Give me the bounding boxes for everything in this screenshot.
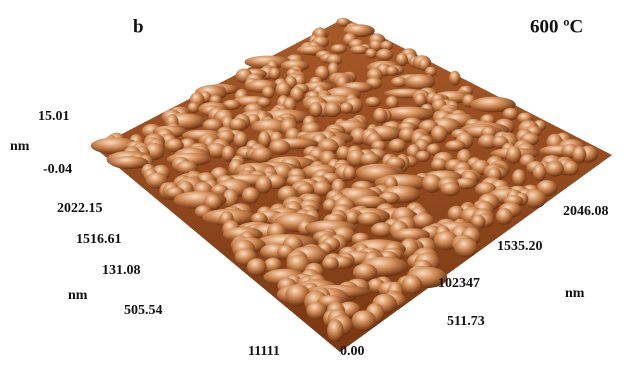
y-tick-label: 2046.08 xyxy=(563,204,609,219)
grain xyxy=(455,238,478,258)
grain xyxy=(324,102,341,117)
grain xyxy=(386,66,399,76)
grain xyxy=(562,161,579,176)
grain xyxy=(309,102,322,117)
grain xyxy=(545,162,564,177)
grain xyxy=(386,96,399,109)
title: 600 ºC xyxy=(530,16,583,37)
grain xyxy=(353,264,378,281)
grain xyxy=(269,140,290,155)
grain xyxy=(533,164,546,181)
grain xyxy=(331,44,347,54)
grain xyxy=(512,169,526,186)
x-tick-label: 2022.15 xyxy=(57,201,103,216)
x-tick-label: 505.54 xyxy=(124,303,163,318)
grain xyxy=(572,146,586,163)
grain xyxy=(371,222,393,237)
grain xyxy=(365,97,381,107)
grain xyxy=(234,132,248,148)
x-axis-label: nm xyxy=(68,288,88,303)
grain xyxy=(343,166,356,181)
grain xyxy=(431,125,447,143)
grain xyxy=(376,49,393,61)
grain xyxy=(503,108,519,120)
grain xyxy=(431,158,447,171)
grain xyxy=(322,257,339,271)
grain xyxy=(327,319,344,342)
grain xyxy=(269,68,280,80)
grain xyxy=(416,151,430,162)
grain xyxy=(373,108,387,124)
grain xyxy=(340,103,354,114)
grain xyxy=(247,258,267,276)
grain xyxy=(352,310,376,331)
grain xyxy=(449,71,460,86)
grain xyxy=(388,139,406,153)
grain xyxy=(441,182,460,196)
x-tick-label: 131.08 xyxy=(102,263,141,278)
z-axis-label: nm xyxy=(10,139,30,154)
z-tick-label: 15.01 xyxy=(38,109,70,124)
y-tick-label: 1535.20 xyxy=(497,239,543,254)
grain xyxy=(496,208,513,225)
grain xyxy=(506,146,521,164)
grain xyxy=(404,74,435,90)
y-tick-label: 511.73 xyxy=(447,314,485,329)
afm-surface xyxy=(91,18,612,352)
y-tick-label: 0.00 xyxy=(340,344,365,359)
panel-label: b xyxy=(133,16,144,37)
y-axis-label: nm xyxy=(565,286,585,301)
x-tick-label: 11111 xyxy=(248,344,280,359)
grain xyxy=(402,275,423,294)
z-tick-label: -0.04 xyxy=(43,162,72,177)
y-tick-label: 102347 xyxy=(438,276,480,291)
grain xyxy=(262,86,275,98)
grain xyxy=(242,187,259,204)
grain xyxy=(365,49,377,59)
x-tick-label: 1516.61 xyxy=(76,232,122,247)
afm-figure: b 600 ºC 15.01 nm -0.04 2022.15 1516.61 … xyxy=(0,0,638,371)
